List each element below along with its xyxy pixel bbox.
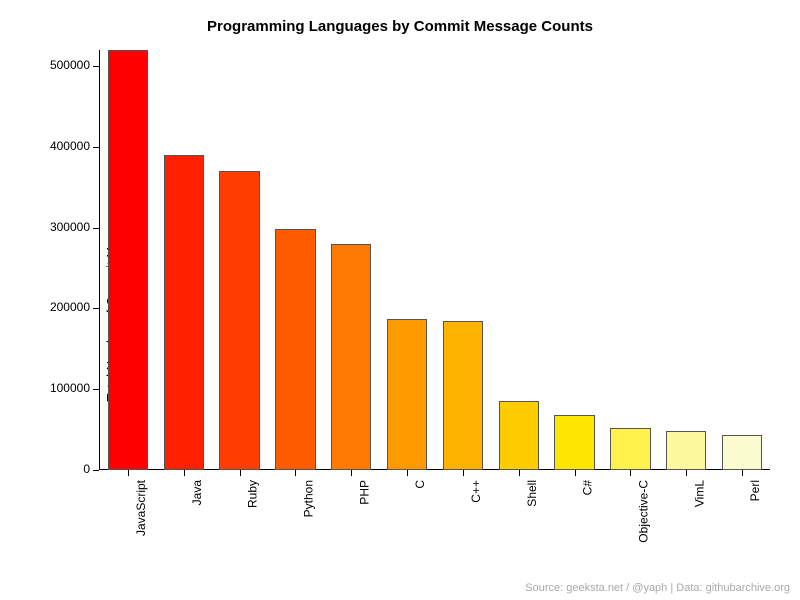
x-tick-label: PHP (357, 480, 371, 600)
bar (275, 229, 315, 470)
y-tick-label: 0 (83, 462, 90, 476)
y-tick-label: 400000 (50, 139, 90, 153)
x-tick (630, 470, 631, 476)
x-tick-label: Java (190, 480, 204, 600)
x-tick (128, 470, 129, 476)
x-tick (463, 470, 464, 476)
x-tick-label: VimL (692, 480, 706, 600)
x-tick-label: Objective-C (636, 480, 650, 600)
bar (666, 431, 706, 470)
y-tick (93, 389, 99, 390)
y-tick (93, 228, 99, 229)
y-tick (93, 308, 99, 309)
x-tick (742, 470, 743, 476)
x-tick-label: Perl (748, 480, 762, 600)
bar (499, 401, 539, 470)
chart-container: Programming Languages by Commit Message … (0, 0, 800, 600)
plot-area (100, 50, 770, 470)
y-tick (93, 470, 99, 471)
bar (443, 321, 483, 470)
x-tick (519, 470, 520, 476)
x-tick-label: C (413, 480, 427, 600)
x-tick (686, 470, 687, 476)
x-tick-label: Ruby (246, 480, 260, 600)
y-axis-line (99, 50, 100, 470)
bar (610, 428, 650, 470)
bar (219, 171, 259, 470)
x-tick-label: Shell (525, 480, 539, 600)
x-tick-label: Python (301, 480, 315, 600)
bar (108, 50, 148, 470)
x-tick (240, 470, 241, 476)
y-tick (93, 66, 99, 67)
x-tick (184, 470, 185, 476)
x-tick-label: JavaScript (134, 480, 148, 600)
x-tick (295, 470, 296, 476)
bar (331, 244, 371, 470)
y-tick-label: 200000 (50, 300, 90, 314)
x-tick (351, 470, 352, 476)
x-tick-label: C++ (469, 480, 483, 600)
y-tick-label: 500000 (50, 58, 90, 72)
y-tick-label: 100000 (50, 381, 90, 395)
bar (164, 155, 204, 470)
bar (722, 435, 762, 470)
x-tick-label: C# (581, 480, 595, 600)
bar (554, 415, 594, 470)
x-tick (575, 470, 576, 476)
chart-title: Programming Languages by Commit Message … (0, 18, 800, 35)
x-tick (407, 470, 408, 476)
y-tick-label: 300000 (50, 220, 90, 234)
y-tick (93, 147, 99, 148)
bar (387, 319, 427, 470)
